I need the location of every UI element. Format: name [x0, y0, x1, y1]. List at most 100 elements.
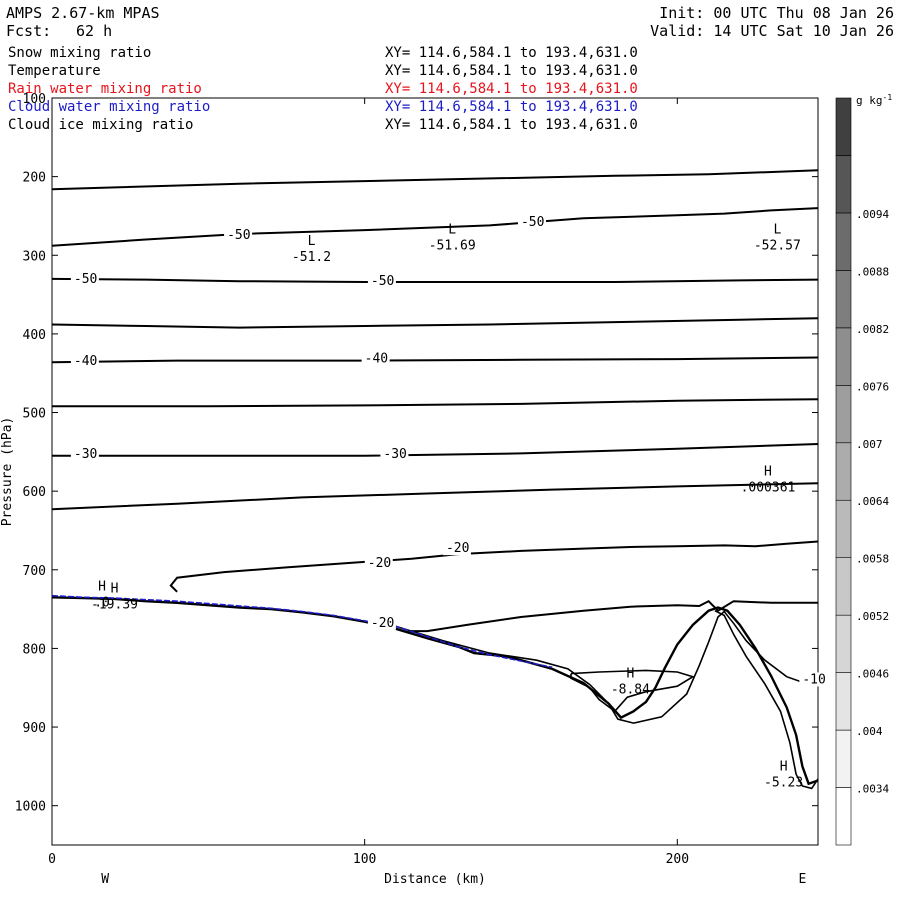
- isotherm-line: [51, 482, 819, 511]
- y-tick-label: 600: [23, 485, 46, 500]
- legend-xy: XY= 114.6,584.1 to 193.4,631.0: [385, 99, 638, 115]
- colorbar-swatch: [835, 442, 852, 501]
- west-label: W: [101, 872, 109, 887]
- isotherm-line: [51, 356, 819, 364]
- model-title: AMPS 2.67-km MPAS: [6, 4, 160, 22]
- legend-label: Cloud ice mixing ratio: [8, 117, 194, 133]
- extremum-marker: L: [773, 222, 781, 237]
- cloud-water-contour: [51, 594, 553, 669]
- isotherm-line: [169, 540, 819, 593]
- colorbar-swatch: [835, 499, 852, 558]
- isotherm-label: -50: [227, 228, 250, 243]
- y-axis-title: Pressure (hPa): [0, 417, 15, 527]
- valid-time: Valid: 14 UTC Sat 10 Jan 26: [650, 22, 894, 40]
- colorbar-swatch: [835, 787, 852, 846]
- colorbar-unit: g kg-1: [856, 93, 892, 107]
- isotherm-label-bg: [380, 446, 409, 461]
- x-tick-label: 200: [666, 852, 689, 867]
- isotherm-line: [51, 169, 819, 191]
- x-tick-label: 100: [353, 852, 376, 867]
- colorbar-swatch: [835, 614, 852, 673]
- extremum-marker: H: [111, 582, 119, 597]
- colorbar-swatch: [835, 270, 852, 329]
- extremum-value: .000361: [741, 481, 796, 496]
- isotherm-label-bg: [367, 273, 396, 288]
- y-tick-label: 200: [23, 171, 46, 186]
- extremum-marker: L: [448, 222, 456, 237]
- y-tick-label: 100: [23, 92, 46, 107]
- isotherm-line: [51, 317, 819, 329]
- terrain-line: [51, 596, 819, 786]
- extremum-value: -51.2: [292, 250, 331, 265]
- colorbar-swatch: [835, 672, 852, 731]
- east-label: E: [798, 872, 806, 887]
- y-tick-label: 300: [23, 249, 46, 264]
- isotherm-label-bg: [517, 214, 546, 229]
- legend-xy: XY= 114.6,584.1 to 193.4,631.0: [385, 81, 638, 97]
- x-axis-title: Distance (km): [384, 872, 486, 887]
- isotherm-label: -50: [74, 272, 97, 287]
- extremum-value: -19.39: [91, 598, 138, 613]
- isotherm-label: -10: [802, 672, 825, 687]
- y-tick-label: 1000: [15, 800, 46, 815]
- isotherm-label-bg: [367, 615, 396, 630]
- isotherm-label: -20: [446, 541, 469, 556]
- isotherm-label: -30: [74, 447, 97, 462]
- isotherm-label: -40: [74, 354, 97, 369]
- isotherm-label: -20: [368, 556, 391, 571]
- y-tick-label: 700: [23, 564, 46, 579]
- y-tick-label: 800: [23, 642, 46, 657]
- legend-label: Temperature: [8, 63, 101, 79]
- colorbar-level-label: .0094: [856, 208, 889, 221]
- plot-frame: [51, 97, 819, 846]
- colorbar-level-label: .0046: [856, 668, 889, 681]
- isotherm-line: [51, 277, 819, 283]
- legend-xy: XY= 114.6,584.1 to 193.4,631.0: [385, 45, 638, 61]
- isotherm-label: -50: [371, 274, 394, 289]
- y-tick-label: 900: [23, 721, 46, 736]
- legend-xy: XY= 114.6,584.1 to 193.4,631.0: [385, 63, 638, 79]
- plot-area: [51, 97, 819, 846]
- extremum-marker: H: [780, 759, 788, 774]
- isotherm-label: -20: [371, 616, 394, 631]
- forecast-label: Fcst:: [6, 22, 52, 40]
- extremum-marker: L: [308, 234, 316, 249]
- colorbar-level-label: .0034: [856, 783, 889, 796]
- isotherm-label-bg: [364, 556, 393, 571]
- init-time: Init: 00 UTC Thu 08 Jan 26: [659, 4, 894, 22]
- forecast-hour: 62 h: [76, 22, 113, 40]
- colorbar-swatch: [835, 212, 852, 271]
- colorbar-unit-exponent: -1: [883, 93, 893, 102]
- legend-label: Rain water mixing ratio: [8, 81, 202, 97]
- isotherm-label-bg: [361, 351, 390, 366]
- x-tick-label: 0: [48, 852, 56, 867]
- isotherm-label-bg: [70, 353, 99, 368]
- isotherm-label-bg: [224, 228, 253, 243]
- legend-label: Cloud water mixing ratio: [8, 99, 211, 115]
- isotherm-label: -50: [521, 215, 544, 230]
- isotherm-label-bg: [799, 672, 828, 687]
- y-tick-label: 500: [23, 407, 46, 422]
- extremum-marker: H: [626, 667, 634, 682]
- colorbar-swatch: [835, 385, 852, 444]
- colorbar-level-label: .0082: [856, 323, 889, 336]
- isotherm-line: [408, 599, 818, 633]
- isotherm-label-bg: [70, 272, 99, 287]
- extremum-value: -5.23: [764, 775, 803, 790]
- colorbar-level-label: .0076: [856, 380, 889, 393]
- extremum-marker: H: [98, 579, 106, 594]
- extremum-value: -51.69: [429, 238, 476, 253]
- colorbar-level-label: .0052: [856, 610, 889, 623]
- isotherm-line: [52, 398, 819, 408]
- legend-label: Snow mixing ratio: [8, 45, 152, 61]
- colorbar-swatch: [835, 327, 852, 386]
- extremum-value: -8.84: [611, 683, 650, 698]
- colorbar-swatch: [835, 155, 852, 214]
- isotherm-label-bg: [442, 541, 471, 556]
- colorbar-swatch: [835, 97, 852, 156]
- y-tick-label: 400: [23, 328, 46, 343]
- isotherm-label: -30: [383, 447, 406, 462]
- colorbar-level-label: .0088: [856, 265, 889, 278]
- temperature-contour: [714, 609, 819, 790]
